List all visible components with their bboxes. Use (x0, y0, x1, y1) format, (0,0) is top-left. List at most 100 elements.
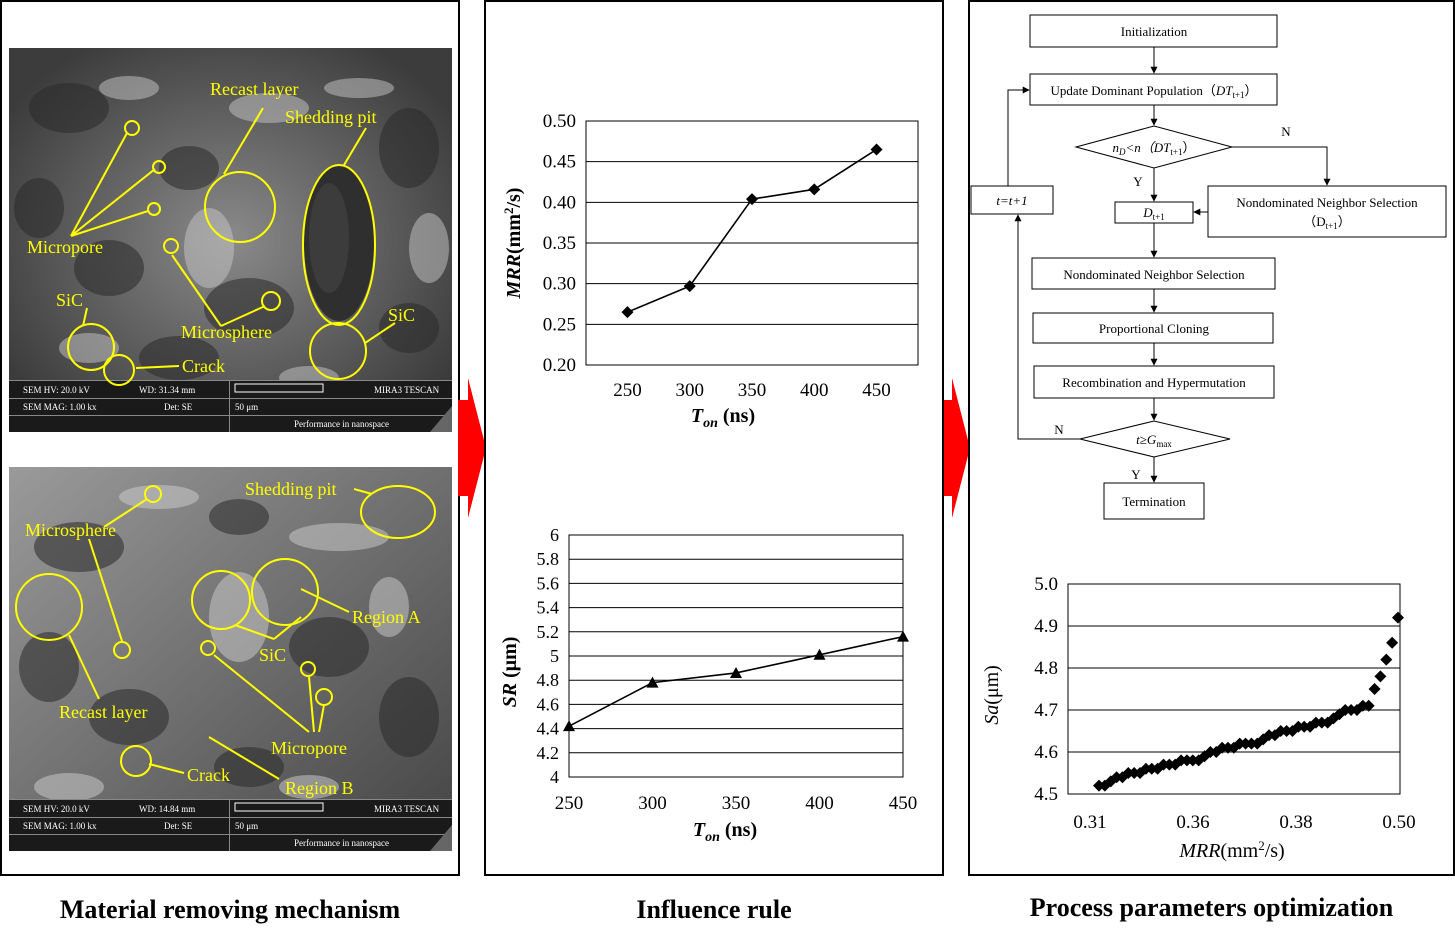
sem-bottom-det: Det: SE (164, 821, 193, 831)
sem-bottom-logo (430, 825, 452, 851)
y-tick-label: 4.8 (537, 670, 560, 690)
x-tick-label: 350 (738, 380, 767, 401)
label-sic-top-left: SiC (56, 290, 83, 310)
y-tick-label: 5.6 (537, 573, 560, 593)
box-termination-text: Termination (1122, 494, 1186, 509)
influence-panel (484, 0, 944, 876)
x-tick-label: 0.36 (1176, 812, 1209, 833)
sic-circle-bottom-right (251, 558, 319, 626)
y-tick-label: 4.6 (1034, 742, 1058, 763)
label-yes-1: Y (1133, 174, 1143, 189)
caption-influence-rule: Influence rule (636, 895, 792, 924)
y-tick-label: 4.5 (1034, 784, 1058, 805)
decision-nd-lt-n-text: nD<n（DTt+1） (1113, 140, 1196, 157)
box-t-update (970, 185, 1054, 215)
label-micropore-top: Micropore (27, 237, 103, 257)
box-cloning (1032, 312, 1274, 344)
label-region-b: Region B (285, 778, 354, 798)
sem-top-scalebar (234, 383, 324, 393)
data-point (621, 306, 634, 319)
box-dt1-text: Dt+1 (1142, 205, 1164, 222)
microsphere-circle-1 (163, 238, 179, 254)
mrr-x-ticks: 250 300 350 400 450 (613, 380, 891, 401)
x-tick-label: 0.31 (1073, 812, 1106, 833)
box-recombination-text: Recombination and Hypermutation (1062, 375, 1246, 390)
flowchart-connectors (1007, 47, 1331, 483)
y-tick-label: 4 (550, 767, 559, 787)
sem-bottom-hv: SEM HV: 20.0 kV (23, 804, 90, 814)
microsphere-circle-bottom-lower (113, 641, 131, 659)
sem-top-det: Det: SE (164, 402, 193, 412)
decision-t-gmax-text: t≥Gmax (1136, 432, 1172, 449)
data-point (1251, 737, 1264, 750)
sa-y-axis-title: Sa(μm) (981, 665, 1003, 725)
data-point (1169, 758, 1182, 771)
mrr-y-axis-title: MRR(mm2/s) (501, 188, 525, 300)
decision-t-gmax (1079, 420, 1231, 458)
y-tick-label: 0.40 (543, 192, 576, 213)
y-tick-label: 5.0 (1034, 574, 1058, 595)
label-microsphere-top: Microsphere (181, 322, 272, 342)
sr-y-ticks: 4 4.2 4.4 4.6 4.8 5 5.2 5.4 5.6 5.8 6 (537, 525, 560, 787)
data-point (730, 666, 742, 678)
sem-image-top: SEM HV: 20.0 kV WD: 31.34 mm MIRA3 TESCA… (9, 48, 452, 432)
data-point (1374, 670, 1387, 683)
label-yes-2: Y (1131, 467, 1141, 482)
recast-layer-circle-top (204, 171, 276, 243)
mrr-y-ticks: 0.20 0.25 0.30 0.35 0.40 0.45 0.50 (543, 111, 576, 376)
label-shedding-pit-top: Shedding pit (285, 107, 377, 127)
data-point (1350, 704, 1363, 716)
micropore-circle-b2 (300, 661, 316, 677)
y-tick-label: 5.8 (537, 549, 560, 569)
sa-x-ticks: 0.31 0.36 0.38 0.50 (1073, 812, 1415, 833)
sem-bottom-scalebar (234, 802, 324, 812)
label-microsphere-bottom: Microsphere (25, 520, 116, 540)
data-point (1380, 653, 1393, 666)
sem-bottom-brand: MIRA3 TESCAN (374, 804, 440, 814)
y-tick-label: 0.35 (543, 233, 576, 254)
box-initialization (1029, 14, 1278, 48)
sr-chart: 4 4.2 4.4 4.6 4.8 5 5.2 5.4 5.6 5.8 6 250 300 350 400… (499, 525, 917, 845)
x-tick-label: 0.50 (1382, 812, 1415, 833)
x-tick-label: 400 (805, 793, 834, 814)
y-tick-label: 4.4 (537, 719, 560, 739)
sem-top-hv: SEM HV: 20.0 kV (23, 385, 90, 395)
label-no-1: N (1281, 124, 1291, 139)
mrr-series-line (627, 148, 877, 313)
y-tick-label: 5.4 (537, 598, 560, 618)
y-tick-label: 0.30 (543, 274, 576, 295)
x-tick-label: 300 (638, 793, 667, 814)
data-point (683, 280, 696, 293)
label-sic-bottom: SiC (259, 645, 286, 665)
sem-top-tag: Performance in nanospace (294, 419, 389, 429)
microsphere-circle-bottom-top (144, 485, 162, 503)
sem-top-logo (430, 406, 452, 432)
data-point (1392, 611, 1404, 624)
sem-bottom-mag: SEM MAG: 1.00 kx (23, 821, 97, 831)
sr-markers (563, 630, 909, 732)
label-shedding-pit-bottom: Shedding pit (245, 479, 337, 499)
data-point (746, 193, 758, 206)
x-tick-label: 0.38 (1279, 812, 1312, 833)
label-crack-top: Crack (182, 356, 225, 376)
sem-top-mag: SEM MAG: 1.00 kx (23, 402, 97, 412)
box-recombination (1033, 365, 1275, 399)
caption-process-optimization: Process parameters optimization (1029, 893, 1394, 922)
x-tick-label: 300 (675, 380, 704, 401)
data-point (1368, 683, 1381, 695)
data-point (646, 676, 659, 688)
sa-chart: 4.5 4.6 4.7 4.8 4.9 5.0 0.31 0.36 0.38 0.50 MRR(… (981, 574, 1416, 862)
microsphere-circle-2 (261, 291, 281, 311)
sr-series-line (568, 635, 904, 727)
micropore-circle-3 (147, 202, 161, 216)
mrr-markers (621, 143, 883, 319)
sem-top-scale: 50 μm (235, 402, 258, 412)
micropore-circle-b1 (200, 640, 216, 656)
mrr-x-axis-title: Ton (ns) (691, 405, 755, 431)
y-tick-label: 0.25 (543, 314, 576, 335)
x-tick-label: 250 (613, 380, 642, 401)
sem-image-top-canvas: SEM HV: 20.0 kV WD: 31.34 mm MIRA3 TESCA… (9, 48, 452, 432)
sem-bottom-tag: Performance in nanospace (294, 838, 389, 848)
y-tick-label: 4.8 (1034, 658, 1058, 679)
sa-y-ticks: 4.5 4.6 4.7 4.8 4.9 5.0 (1034, 574, 1058, 805)
